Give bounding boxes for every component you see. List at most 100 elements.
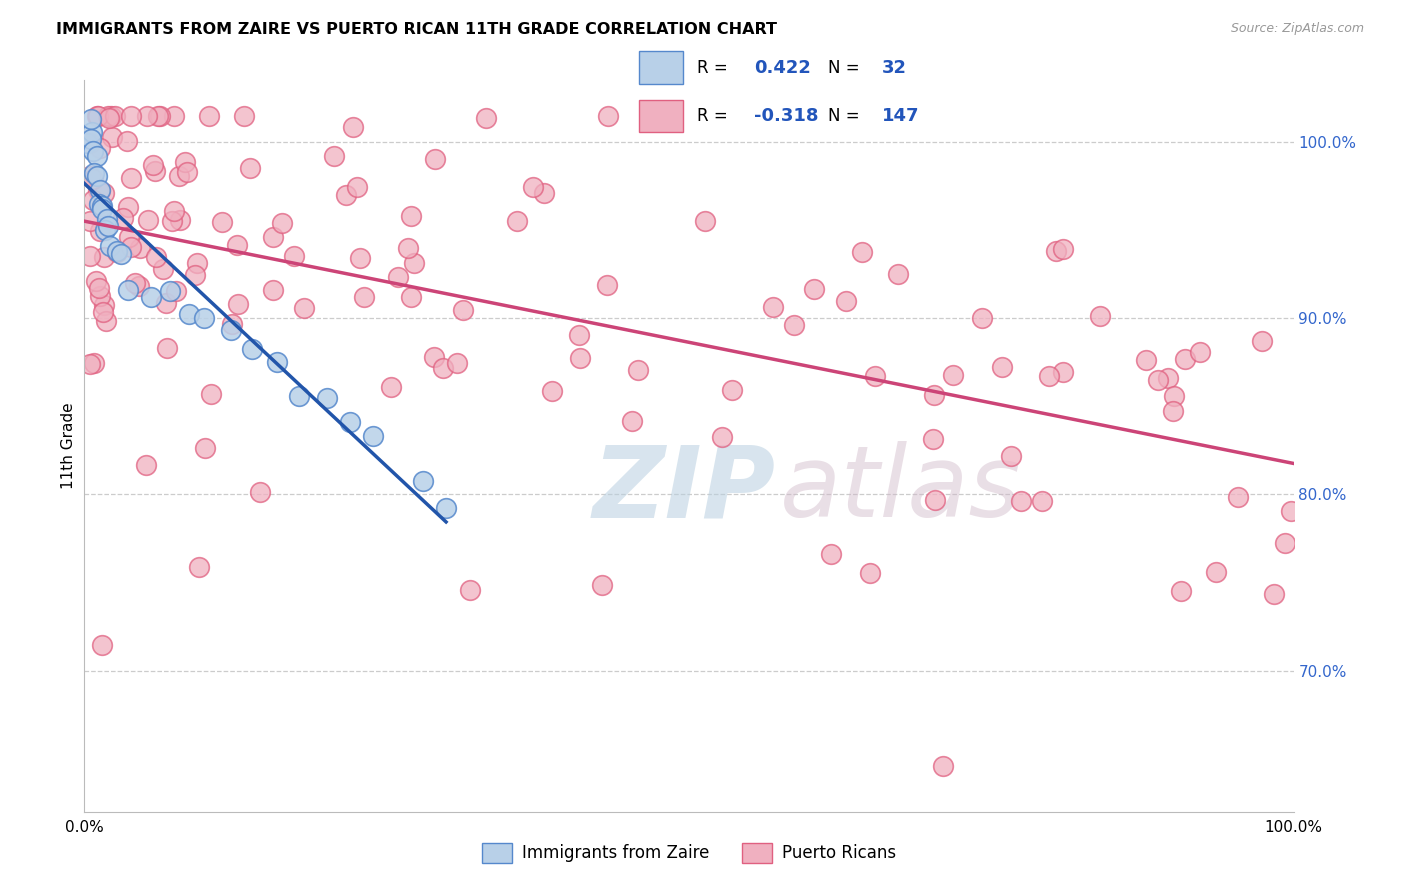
Point: [112, 211, 135, 225]
Point: [596, 109, 619, 123]
Point: [1052, 242, 1074, 256]
Point: [79, 136, 101, 150]
Text: 0.422: 0.422: [754, 59, 811, 77]
Point: [89, 289, 111, 303]
Point: [762, 300, 785, 314]
Point: [141, 290, 163, 304]
Point: [346, 180, 368, 194]
Point: [1163, 389, 1185, 403]
Point: [79, 357, 101, 371]
Point: [128, 278, 150, 293]
Point: [287, 389, 309, 403]
Point: [859, 566, 882, 580]
Point: [82, 171, 104, 186]
Point: [451, 302, 474, 317]
Point: [239, 161, 262, 175]
Point: [91, 202, 114, 217]
Point: [145, 250, 167, 264]
Point: [221, 317, 243, 331]
Point: [76, 136, 98, 150]
Point: [104, 109, 127, 123]
Point: [163, 204, 186, 219]
Point: [163, 109, 186, 123]
Text: N =: N =: [828, 107, 859, 125]
Point: [96, 212, 118, 227]
Point: [402, 256, 425, 270]
Point: [835, 293, 858, 308]
Point: [401, 290, 423, 304]
Point: [82, 144, 104, 158]
Point: [924, 493, 946, 508]
Point: [87, 197, 110, 211]
Legend: Immigrants from Zaire, Puerto Ricans: Immigrants from Zaire, Puerto Ricans: [475, 837, 903, 869]
Point: [193, 311, 215, 326]
Point: [396, 241, 419, 255]
Point: [783, 318, 806, 332]
Point: [91, 305, 114, 319]
Point: [177, 307, 200, 321]
Y-axis label: 11th Grade: 11th Grade: [60, 402, 76, 490]
Point: [100, 238, 122, 252]
Point: [720, 383, 742, 397]
Point: [187, 559, 209, 574]
Point: [97, 109, 120, 123]
Point: [1147, 373, 1170, 387]
Point: [165, 284, 187, 298]
Point: [86, 109, 108, 123]
Point: [89, 140, 111, 154]
Point: [120, 239, 142, 253]
Point: [458, 582, 481, 597]
Point: [1188, 345, 1211, 359]
Point: [970, 311, 993, 326]
Point: [117, 229, 139, 244]
Point: [89, 224, 111, 238]
Text: 147: 147: [882, 107, 920, 125]
Point: [152, 262, 174, 277]
Point: [110, 246, 132, 260]
Point: [117, 283, 139, 297]
Point: [211, 215, 233, 229]
Point: [1226, 490, 1249, 504]
Point: [568, 328, 591, 343]
Point: [135, 458, 157, 472]
Point: [124, 276, 146, 290]
Point: [1263, 587, 1285, 601]
Point: [89, 183, 111, 197]
Point: [233, 109, 256, 123]
Point: [89, 184, 111, 198]
Point: [596, 277, 619, 292]
Point: [1000, 449, 1022, 463]
Point: [200, 386, 222, 401]
Point: [160, 214, 183, 228]
Point: [94, 314, 117, 328]
Point: [86, 109, 108, 123]
Point: [83, 356, 105, 370]
Point: [1052, 365, 1074, 379]
Text: R =: R =: [696, 107, 727, 125]
Point: [80, 112, 103, 127]
Point: [249, 485, 271, 500]
Point: [86, 149, 108, 163]
FancyBboxPatch shape: [640, 100, 683, 132]
Point: [262, 283, 284, 297]
Point: [316, 392, 339, 406]
Point: [115, 135, 138, 149]
Point: [176, 164, 198, 178]
Point: [80, 132, 103, 146]
Point: [446, 356, 468, 370]
Point: [693, 214, 716, 228]
Point: [169, 212, 191, 227]
Point: [339, 415, 361, 429]
Point: [226, 237, 249, 252]
Point: [93, 251, 115, 265]
Point: [1251, 334, 1274, 348]
Point: [143, 163, 166, 178]
Point: [851, 245, 873, 260]
Point: [1174, 352, 1197, 367]
Point: [399, 209, 422, 223]
Point: [361, 429, 384, 443]
Point: [922, 388, 945, 402]
Point: [475, 111, 498, 125]
Point: [184, 268, 207, 282]
Point: [991, 359, 1014, 374]
